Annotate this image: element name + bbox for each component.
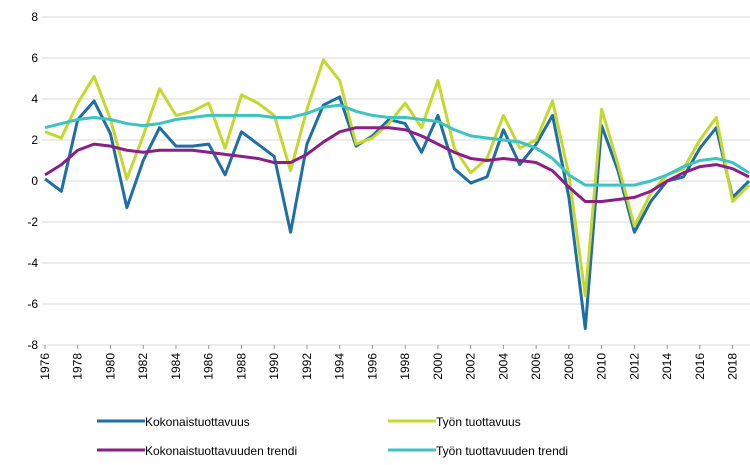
x-tick-label: 2012 [627,353,641,380]
x-tick-label: 1984 [169,353,183,380]
x-tick-label: 2002 [464,353,478,380]
legend-label: Työn tuottavuuden trendi [436,444,568,458]
x-tick-label: 2016 [693,353,707,380]
x-tick-label: 2006 [529,353,543,380]
y-tick-label: -6 [27,297,38,311]
x-tick-label: 1992 [300,353,314,380]
x-tick-label: 1978 [71,353,85,380]
x-tick-label: 2010 [595,353,609,380]
x-tick-label: 2000 [431,353,445,380]
x-tick-label: 1990 [267,353,281,380]
y-tick-label: 8 [31,10,38,24]
x-tick-label: 1980 [103,353,117,380]
x-tick-label: 1982 [136,353,150,380]
y-tick-label: 6 [31,51,38,65]
y-tick-label: -2 [27,215,38,229]
series-line [44,126,750,203]
y-tick-label: 2 [31,133,38,147]
x-tick-label: 2014 [660,353,674,380]
x-tick-label: 2008 [562,353,576,380]
series-line [44,58,750,298]
legend-label: Kokonaistuottavuus [145,415,250,429]
legend-label: Työn tuottavuus [436,415,521,429]
x-tick-label: 1976 [38,353,52,380]
x-tick-label: 1994 [333,353,347,380]
series-line [44,103,750,187]
x-tick-label: 1996 [365,353,379,380]
series-line [44,95,750,331]
y-tick-label: 0 [31,174,38,188]
y-tick-label: -4 [27,256,38,270]
x-tick-label: 1988 [234,353,248,380]
x-tick-label: 2018 [726,353,740,380]
y-tick-label: -8 [27,338,38,352]
x-tick-label: 1998 [398,353,412,380]
legend-label: Kokonaistuottavuuden trendi [145,444,297,458]
x-tick-label: 1986 [202,353,216,380]
x-tick-label: 2004 [496,353,510,380]
y-tick-label: 4 [31,92,38,106]
